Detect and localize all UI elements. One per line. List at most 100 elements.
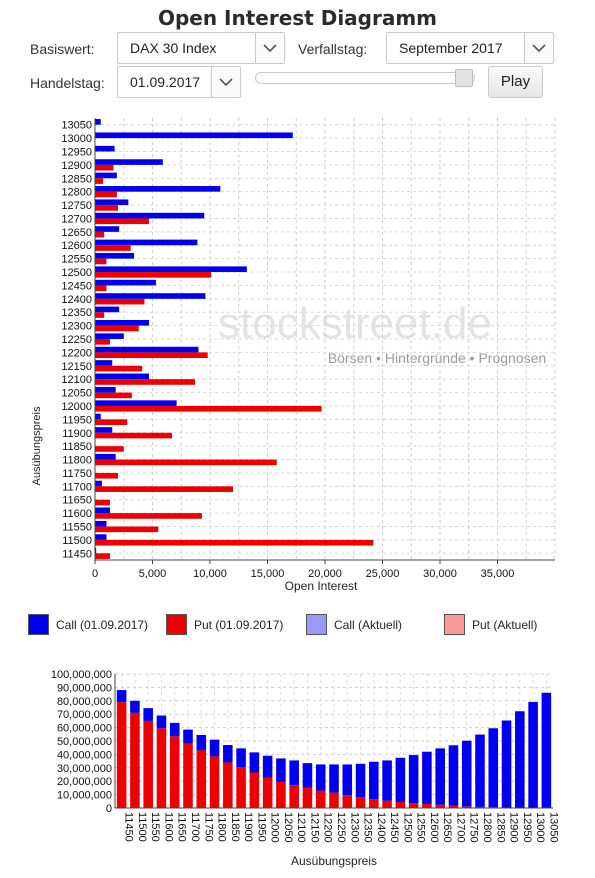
put-bar[interactable] <box>422 803 432 808</box>
call-bar[interactable] <box>223 745 233 763</box>
put-bar[interactable] <box>95 164 114 171</box>
put-bar[interactable] <box>95 499 110 506</box>
chevron-down-icon[interactable] <box>524 33 553 63</box>
put-bar[interactable] <box>223 762 233 808</box>
put-bar[interactable] <box>95 312 105 318</box>
put-bar[interactable] <box>95 339 110 345</box>
put-bar[interactable] <box>435 804 445 808</box>
put-bar[interactable] <box>395 801 406 808</box>
call-bar[interactable] <box>95 266 247 273</box>
call-bar[interactable] <box>369 761 379 800</box>
call-bar[interactable] <box>435 748 445 805</box>
call-bar[interactable] <box>422 751 432 804</box>
put-bar[interactable] <box>143 720 153 808</box>
verfallstag-select[interactable]: September 2017 <box>386 32 554 64</box>
call-bar[interactable] <box>130 700 140 713</box>
put-bar[interactable] <box>95 218 150 225</box>
put-bar[interactable] <box>95 178 104 184</box>
put-bar[interactable] <box>95 432 173 439</box>
put-bar[interactable] <box>329 792 339 808</box>
call-bar[interactable] <box>95 172 117 179</box>
call-bar[interactable] <box>276 758 286 782</box>
put-bar[interactable] <box>95 379 196 385</box>
call-bar[interactable] <box>515 711 525 808</box>
call-bar[interactable] <box>342 764 353 796</box>
put-bar[interactable] <box>342 795 353 808</box>
call-bar[interactable] <box>262 755 273 778</box>
call-bar[interactable] <box>95 480 102 487</box>
put-bar[interactable] <box>448 805 459 808</box>
basiswert-select[interactable]: DAX 30 Index <box>117 32 285 64</box>
put-bar[interactable] <box>475 806 485 808</box>
put-bar[interactable] <box>408 803 419 808</box>
put-bar[interactable] <box>249 772 260 808</box>
call-bar[interactable] <box>95 279 156 286</box>
call-bar[interactable] <box>95 119 101 125</box>
put-bar[interactable] <box>461 806 472 808</box>
call-bar[interactable] <box>95 427 113 433</box>
call-bar[interactable] <box>461 740 472 807</box>
put-bar[interactable] <box>289 785 299 808</box>
call-bar[interactable] <box>95 507 110 514</box>
call-bar[interactable] <box>95 400 177 406</box>
chevron-down-icon[interactable] <box>211 67 240 97</box>
put-bar[interactable] <box>236 767 246 808</box>
call-bar[interactable] <box>95 159 163 165</box>
call-bar[interactable] <box>475 734 485 807</box>
put-bar[interactable] <box>95 205 118 211</box>
put-bar[interactable] <box>276 781 286 808</box>
put-bar[interactable] <box>95 352 208 359</box>
put-bar[interactable] <box>169 736 180 808</box>
put-bar[interactable] <box>95 446 124 452</box>
call-bar[interactable] <box>95 386 116 393</box>
call-bar[interactable] <box>501 720 512 808</box>
put-bar[interactable] <box>95 513 202 519</box>
call-bar[interactable] <box>329 764 339 793</box>
call-bar[interactable] <box>95 413 101 420</box>
put-bar[interactable] <box>95 459 277 466</box>
put-bar[interactable] <box>95 325 139 332</box>
put-bar[interactable] <box>95 191 117 198</box>
call-bar[interactable] <box>95 212 205 219</box>
put-bar[interactable] <box>209 756 220 808</box>
put-bar[interactable] <box>95 486 233 492</box>
put-bar[interactable] <box>315 790 326 808</box>
call-bar[interactable] <box>289 760 299 786</box>
put-bar[interactable] <box>95 298 145 305</box>
put-bar[interactable] <box>95 526 159 533</box>
call-bar[interactable] <box>95 132 293 139</box>
put-bar[interactable] <box>156 728 167 808</box>
put-bar[interactable] <box>302 787 313 808</box>
put-bar[interactable] <box>116 702 127 808</box>
call-bar[interactable] <box>183 729 193 744</box>
put-bar[interactable] <box>95 392 132 399</box>
put-bar[interactable] <box>130 712 140 808</box>
put-bar[interactable] <box>95 231 105 238</box>
call-bar[interactable] <box>95 226 120 232</box>
call-bar[interactable] <box>209 739 220 757</box>
put-bar[interactable] <box>369 799 379 808</box>
call-bar[interactable] <box>143 708 153 721</box>
call-bar[interactable] <box>95 373 150 380</box>
call-bar[interactable] <box>95 346 199 353</box>
call-bar[interactable] <box>95 453 116 460</box>
put-bar[interactable] <box>95 258 107 265</box>
call-bar[interactable] <box>95 186 221 192</box>
call-bar[interactable] <box>315 764 326 791</box>
put-bar[interactable] <box>183 743 193 808</box>
call-bar[interactable] <box>95 319 150 326</box>
put-bar[interactable] <box>382 800 392 808</box>
put-bar[interactable] <box>95 285 107 292</box>
put-bar[interactable] <box>95 419 128 425</box>
put-bar[interactable] <box>95 272 212 278</box>
call-bar[interactable] <box>156 715 167 729</box>
call-bar[interactable] <box>95 293 206 299</box>
put-bar[interactable] <box>95 405 322 412</box>
call-bar[interactable] <box>95 534 107 540</box>
call-bar[interactable] <box>355 763 366 798</box>
call-bar[interactable] <box>95 520 107 527</box>
call-bar[interactable] <box>169 722 180 737</box>
put-bar[interactable] <box>95 472 118 479</box>
put-bar[interactable] <box>95 245 131 251</box>
slider-handle[interactable] <box>455 69 473 87</box>
